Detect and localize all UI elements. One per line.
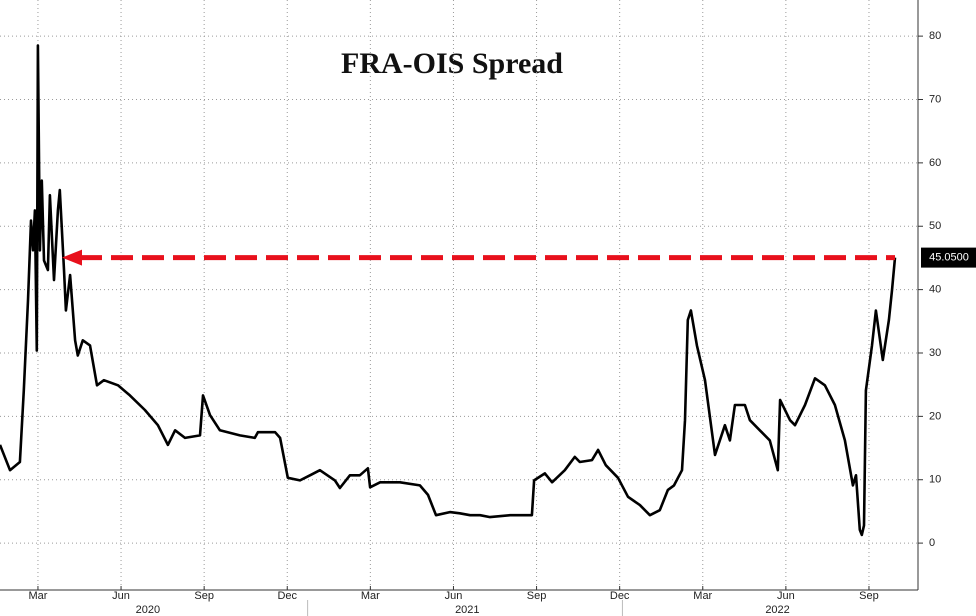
x-tick-label: Jun [112,590,130,602]
chart-title: FRA-OIS Spread [341,47,563,80]
y-tick-label: 40 [929,284,941,296]
x-tick-label: Mar [28,590,47,602]
y-tick-label: 20 [929,410,941,422]
y-tick-label: 60 [929,157,941,169]
y-tick-label: 80 [929,30,941,42]
y-tick-label: 0 [929,537,935,549]
y-tick-label: 70 [929,93,941,105]
x-tick-label: Sep [859,590,879,602]
arrow-head [62,249,82,266]
data-line [0,44,897,537]
x-tick-label: Mar [361,590,380,602]
x-tick-label: Jun [445,590,463,602]
x-tick-label: Dec [277,590,297,602]
year-label: 2020 [136,604,160,616]
x-tick-label: Mar [693,590,712,602]
x-tick-label: Sep [194,590,214,602]
x-tick-label: Dec [610,590,630,602]
y-tick-label: 30 [929,347,941,359]
x-tick-label: Sep [527,590,547,602]
last-value-box [921,247,976,268]
x-tick-label: Jun [777,590,795,602]
year-label: 2021 [455,604,479,616]
last-value-label: 45.0500 [929,252,969,264]
y-tick-label: 50 [929,220,941,232]
year-label: 2022 [765,604,789,616]
y-tick-label: 10 [929,474,941,486]
